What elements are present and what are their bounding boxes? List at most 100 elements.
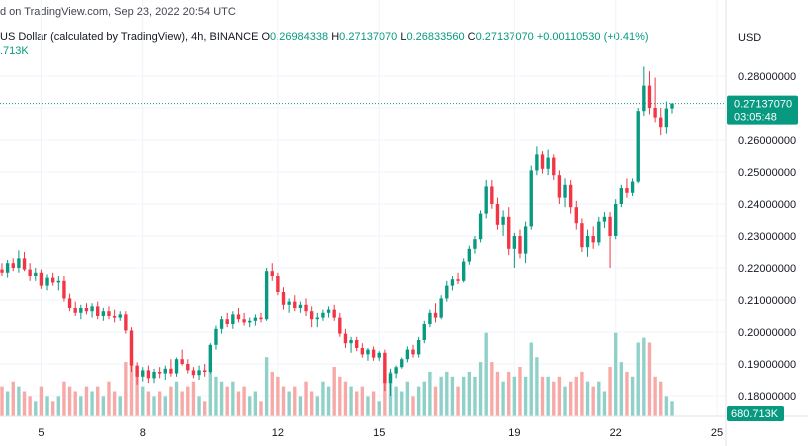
candle [293, 295, 297, 312]
volume-bar [535, 357, 539, 416]
volume-bar [591, 386, 595, 416]
volume-bar [236, 391, 241, 416]
volume-bar [416, 386, 421, 416]
volume-bar [287, 391, 291, 416]
volume-bar [450, 376, 455, 416]
volume-bar [580, 371, 584, 416]
time-tick-label: 19 [508, 427, 520, 439]
candle-body [321, 312, 325, 318]
candle-body [467, 248, 471, 262]
candle-body [557, 175, 562, 198]
price-tick-label: 0.23000000 [738, 231, 796, 243]
candle [619, 184, 624, 208]
candle [62, 276, 66, 302]
volume-bar [276, 376, 280, 416]
volume-bar [112, 391, 117, 416]
candle [309, 306, 314, 328]
candle [219, 316, 224, 334]
candle-body [281, 292, 286, 305]
candle-body [231, 314, 235, 324]
candle-body [377, 352, 381, 358]
candle [546, 149, 550, 176]
candle [236, 308, 241, 323]
ohlc-high-value: 0.27137070 [339, 31, 398, 43]
candle-body [484, 186, 488, 214]
candle-body [642, 85, 646, 112]
candle [664, 101, 669, 134]
volume-bar [478, 362, 483, 416]
volume-badge-value: 680.713K [731, 408, 779, 420]
candle [242, 312, 246, 326]
candle-body [129, 330, 134, 366]
time-tick-label: 15 [373, 427, 385, 439]
candle [591, 226, 595, 249]
candle-body [507, 216, 511, 249]
volume-bar [670, 401, 674, 416]
time-tick-label: 12 [272, 427, 284, 439]
ohlc-change: +0.00110530 (+0.41%) [536, 31, 649, 43]
volume-bar [129, 337, 134, 416]
symbol-title: US Dollar (calculated by TradingView), 4… [0, 31, 259, 43]
volume-bar [281, 386, 286, 416]
candle-body [28, 269, 32, 276]
candle-body [141, 370, 145, 377]
time-tick-label: 22 [610, 427, 622, 439]
candle [45, 274, 49, 291]
volume-bar [191, 381, 196, 416]
volume-bar [67, 386, 72, 416]
candle-body [304, 304, 308, 312]
candle [371, 346, 376, 361]
volume-bar [456, 386, 460, 416]
candle [281, 287, 286, 310]
candle-body [309, 311, 314, 320]
candle [264, 268, 269, 321]
last-price-badge: 0.27137070 03:05:48 [727, 95, 798, 125]
volume-bar [557, 376, 562, 416]
candle-body [157, 372, 162, 374]
candle-body [270, 271, 274, 276]
price-tick-label: 0.22000000 [738, 263, 796, 275]
volume-bar [96, 386, 100, 416]
candle-body [79, 308, 83, 313]
time-axis[interactable]: 5 8 12 15 19 22 25 [38, 427, 723, 439]
volume-bar [214, 376, 218, 416]
volume-bar [518, 367, 522, 416]
candle-body [298, 304, 303, 308]
candle [518, 229, 522, 259]
volume-bar [461, 376, 466, 416]
volume-bar [248, 396, 252, 416]
candle-body [203, 370, 207, 372]
volume-bar [467, 371, 471, 416]
candle-body [647, 85, 652, 108]
candle [67, 293, 72, 312]
candle-body [461, 261, 466, 281]
volume-legend-value: .713K [0, 45, 29, 57]
candle [433, 303, 438, 323]
volume-bar [619, 362, 624, 416]
volume-bar [84, 386, 89, 416]
candle-body [253, 317, 258, 321]
candle-body [326, 309, 331, 313]
price-tick-label: 0.18000000 [738, 391, 796, 403]
candle-body [535, 154, 539, 171]
candle-body [490, 186, 494, 204]
candle-body [332, 309, 336, 318]
candle-body [50, 277, 55, 283]
volume-bar [298, 396, 303, 416]
candle-body [67, 298, 72, 308]
volume-bar [79, 396, 83, 416]
candle-body [512, 236, 517, 249]
price-tick-label: 0.26000000 [738, 135, 796, 147]
volume-bar [523, 376, 528, 416]
candle [174, 357, 179, 377]
volume-bar [473, 376, 477, 416]
candle-body [107, 311, 111, 316]
volume-bar [422, 381, 426, 416]
volume-bar [180, 391, 184, 416]
candle [73, 301, 77, 316]
candle [659, 108, 663, 136]
candle-body [478, 213, 483, 240]
candle [169, 359, 173, 377]
